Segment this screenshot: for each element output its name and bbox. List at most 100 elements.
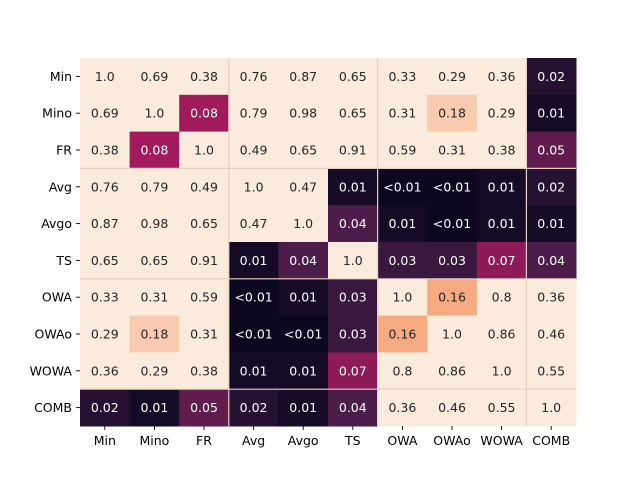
- heatmap-cell: [129, 168, 180, 206]
- cell-value-label: 0.65: [91, 253, 119, 268]
- cell-value-label: 1.0: [492, 363, 512, 378]
- heatmap-cell: [129, 315, 180, 353]
- heatmap-cell: [129, 131, 180, 169]
- heatmap-cell: [278, 278, 329, 317]
- heatmap-cell: [80, 94, 131, 133]
- heatmap-cell: [80, 58, 131, 96]
- heatmap-cell: [427, 168, 478, 206]
- cell-value-label: 1.0: [144, 106, 164, 121]
- heatmap-cell: [278, 352, 329, 390]
- cell-value-label: 0.02: [537, 69, 565, 84]
- cell-value-label: 0.01: [289, 290, 317, 305]
- heatmap-cell: [278, 242, 329, 280]
- heatmap-cell: [80, 278, 131, 317]
- heatmap-cell: [278, 94, 329, 133]
- y-tick-label: Mino: [42, 106, 72, 121]
- cell-value-label: 0.08: [140, 143, 168, 158]
- heatmap-cell: [476, 242, 527, 280]
- cell-value-label: 0.03: [438, 253, 466, 268]
- heatmap-cell: [328, 278, 379, 317]
- y-axis: Min Mino FR Avg Avgo TS OWA OWAo WOWA COMB: [30, 69, 80, 415]
- heatmap-cell: [179, 242, 230, 280]
- cell-value-label: 0.38: [190, 69, 218, 84]
- heatmap-cell: [328, 131, 379, 169]
- y-tick-label: Avgo: [41, 216, 72, 231]
- x-tick-label: Avgo: [288, 433, 319, 448]
- cell-value-label: 0.07: [488, 253, 516, 268]
- heatmap-cell: [278, 389, 329, 427]
- cell-value-label: 0.01: [488, 216, 516, 231]
- cell-value-label: 1.0: [194, 143, 214, 158]
- heatmap-cell: [80, 168, 131, 206]
- cell-value-label: 0.36: [388, 400, 416, 415]
- heatmap-cell: [80, 389, 131, 427]
- heatmap-cell: [80, 315, 131, 353]
- cell-value-label: 0.79: [240, 106, 268, 121]
- heatmap-cell: [129, 352, 180, 390]
- heatmap-cell: [526, 131, 577, 169]
- heatmap-cell: [377, 131, 428, 169]
- heatmap-cells: [80, 58, 577, 427]
- heatmap-cell: [179, 168, 230, 206]
- heatmap-cell: [377, 278, 428, 317]
- cell-value-label: 0.65: [190, 216, 218, 231]
- heatmap-cell: [129, 205, 180, 243]
- cell-value-label: 0.18: [438, 106, 466, 121]
- heatmap-cell: [328, 352, 379, 390]
- cell-value-label: 0.91: [339, 143, 367, 158]
- cell-value-label: 0.49: [240, 143, 268, 158]
- heatmap-cell: [526, 58, 577, 96]
- cell-value-label: <0.01: [383, 179, 421, 194]
- cell-value-label: 1.0: [244, 179, 264, 194]
- cell-value-label: 0.46: [438, 400, 466, 415]
- heatmap-cell: [228, 278, 279, 317]
- cell-value-label: 0.76: [91, 179, 119, 194]
- y-tick-label: Avg: [49, 179, 72, 194]
- x-tick-label: WOWA: [480, 433, 523, 448]
- cell-value-label: 0.38: [488, 143, 516, 158]
- cell-value-label: 0.55: [537, 363, 565, 378]
- cell-value-label: 0.46: [537, 327, 565, 342]
- cell-value-label: 0.16: [438, 290, 466, 305]
- cell-value-label: 0.01: [537, 216, 565, 231]
- y-tick-label: WOWA: [30, 363, 73, 378]
- heatmap-cell: [377, 205, 428, 243]
- heatmap-cell: [80, 131, 131, 169]
- cell-value-label: 0.05: [537, 143, 565, 158]
- heatmap-cell: [179, 131, 230, 169]
- cell-value-label: 0.01: [289, 363, 317, 378]
- cell-value-label: 1.0: [442, 327, 462, 342]
- cell-value-label: 0.87: [91, 216, 119, 231]
- heatmap-cell: [328, 315, 379, 353]
- heatmap-cell: [179, 389, 230, 427]
- cell-value-label: 1.0: [343, 253, 363, 268]
- x-axis: Min Mino FR Avg Avgo TS OWA OWAo WOWA COMB: [94, 426, 570, 448]
- cell-value-label: 0.33: [91, 290, 119, 305]
- cell-value-label: 0.01: [289, 400, 317, 415]
- cell-value-label: 0.59: [388, 143, 416, 158]
- heatmap-cell: [377, 94, 428, 133]
- heatmap-cell: [476, 352, 527, 390]
- heatmap-cell: [179, 278, 230, 317]
- cell-value-label: 0.31: [190, 327, 218, 342]
- x-tick-label: OWAo: [433, 433, 471, 448]
- heatmap-cell: [476, 389, 527, 427]
- heatmap-cell: [476, 58, 527, 96]
- cell-value-label: 0.02: [240, 400, 268, 415]
- cell-value-label: 0.29: [140, 363, 168, 378]
- cell-value-label: 0.16: [388, 327, 416, 342]
- cell-value-label: 0.05: [190, 400, 218, 415]
- cell-value-label: 0.98: [140, 216, 168, 231]
- heatmap-cell: [328, 389, 379, 427]
- heatmap-cell: [526, 242, 577, 280]
- cell-value-label: 0.04: [339, 216, 367, 231]
- y-tick-label: OWA: [42, 290, 73, 305]
- heatmap-cell: [328, 168, 379, 206]
- heatmap-cell: [179, 315, 230, 353]
- x-tick-label: TS: [344, 433, 361, 448]
- heatmap-cell: [427, 315, 478, 353]
- heatmap-cell: [278, 168, 329, 206]
- heatmap-cell: [278, 58, 329, 96]
- heatmap-cell: [129, 58, 180, 96]
